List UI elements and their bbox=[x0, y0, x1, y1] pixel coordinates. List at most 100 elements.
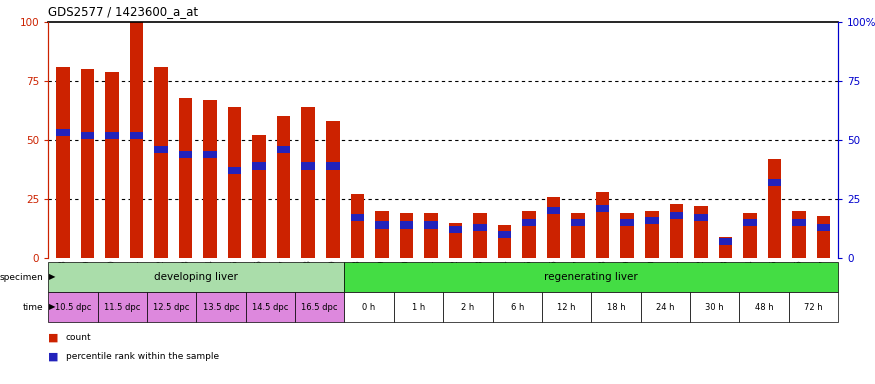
Bar bbox=[792, 219, 806, 226]
Bar bbox=[571, 213, 584, 258]
Text: ■: ■ bbox=[48, 333, 59, 343]
Bar bbox=[154, 146, 168, 153]
Bar bbox=[669, 204, 683, 258]
Bar bbox=[449, 226, 462, 233]
Text: percentile rank within the sample: percentile rank within the sample bbox=[66, 352, 219, 361]
Bar bbox=[718, 237, 732, 258]
Bar bbox=[203, 151, 217, 158]
Bar bbox=[400, 222, 413, 228]
Bar bbox=[196, 292, 246, 322]
Bar bbox=[345, 292, 394, 322]
Bar bbox=[739, 292, 789, 322]
Bar bbox=[473, 213, 487, 258]
Text: 2 h: 2 h bbox=[461, 303, 474, 311]
Bar bbox=[375, 222, 388, 228]
Bar bbox=[767, 179, 781, 186]
Bar bbox=[147, 292, 196, 322]
Bar bbox=[252, 135, 266, 258]
Bar bbox=[743, 213, 757, 258]
Bar bbox=[596, 205, 609, 212]
Bar bbox=[80, 132, 94, 139]
Text: 12.5 dpc: 12.5 dpc bbox=[153, 303, 190, 311]
Bar bbox=[48, 262, 345, 292]
Bar bbox=[522, 211, 536, 258]
Bar bbox=[571, 219, 584, 226]
Bar bbox=[295, 292, 345, 322]
Bar bbox=[718, 238, 732, 245]
Bar bbox=[592, 292, 640, 322]
Bar bbox=[493, 292, 542, 322]
Bar bbox=[178, 151, 192, 158]
Text: GDS2577 / 1423600_a_at: GDS2577 / 1423600_a_at bbox=[48, 5, 199, 18]
Bar bbox=[400, 213, 413, 258]
Bar bbox=[375, 211, 388, 258]
Bar bbox=[97, 292, 147, 322]
Bar bbox=[130, 132, 144, 139]
Bar bbox=[547, 207, 560, 214]
Text: developing liver: developing liver bbox=[154, 272, 238, 282]
Text: 16.5 dpc: 16.5 dpc bbox=[302, 303, 338, 311]
Bar bbox=[620, 219, 634, 226]
Text: 11.5 dpc: 11.5 dpc bbox=[104, 303, 140, 311]
Bar bbox=[56, 67, 70, 258]
Text: specimen: specimen bbox=[0, 273, 44, 281]
Bar bbox=[326, 121, 340, 258]
Bar bbox=[56, 129, 70, 136]
Bar bbox=[80, 69, 94, 258]
Bar bbox=[203, 100, 217, 258]
Bar bbox=[105, 132, 119, 139]
Bar bbox=[645, 211, 659, 258]
Bar bbox=[473, 224, 487, 231]
Text: ■: ■ bbox=[48, 352, 59, 362]
Bar bbox=[252, 162, 266, 169]
Bar bbox=[345, 262, 838, 292]
Bar bbox=[228, 107, 242, 258]
Bar bbox=[498, 231, 511, 238]
Bar bbox=[792, 211, 806, 258]
Bar bbox=[542, 292, 592, 322]
Bar bbox=[547, 197, 560, 258]
Bar bbox=[351, 194, 364, 258]
Bar bbox=[694, 206, 708, 258]
Text: ▶: ▶ bbox=[49, 303, 55, 311]
Text: 24 h: 24 h bbox=[656, 303, 675, 311]
Text: 48 h: 48 h bbox=[755, 303, 774, 311]
Bar bbox=[767, 159, 781, 258]
Bar bbox=[816, 215, 830, 258]
Bar bbox=[640, 292, 690, 322]
Bar bbox=[522, 219, 536, 226]
Bar bbox=[130, 22, 144, 258]
Bar bbox=[48, 292, 97, 322]
Bar bbox=[394, 292, 444, 322]
Text: 30 h: 30 h bbox=[705, 303, 724, 311]
Bar bbox=[277, 116, 290, 258]
Text: 1 h: 1 h bbox=[412, 303, 425, 311]
Bar bbox=[620, 213, 634, 258]
Bar bbox=[246, 292, 295, 322]
Bar bbox=[694, 214, 708, 222]
Bar bbox=[789, 292, 838, 322]
Bar bbox=[743, 219, 757, 226]
Text: 18 h: 18 h bbox=[606, 303, 626, 311]
Bar bbox=[690, 292, 739, 322]
Bar bbox=[645, 217, 659, 224]
Bar bbox=[178, 98, 192, 258]
Bar bbox=[424, 213, 438, 258]
Bar bbox=[228, 167, 242, 174]
Bar bbox=[816, 224, 830, 231]
Bar bbox=[424, 222, 438, 228]
Text: count: count bbox=[66, 333, 91, 342]
Bar bbox=[326, 162, 340, 169]
Text: 12 h: 12 h bbox=[557, 303, 576, 311]
Bar bbox=[154, 67, 168, 258]
Bar bbox=[277, 146, 290, 153]
Bar bbox=[444, 292, 493, 322]
Bar bbox=[669, 212, 683, 219]
Text: regenerating liver: regenerating liver bbox=[544, 272, 638, 282]
Bar bbox=[596, 192, 609, 258]
Bar bbox=[302, 107, 315, 258]
Bar bbox=[449, 223, 462, 258]
Text: 72 h: 72 h bbox=[804, 303, 822, 311]
Text: 0 h: 0 h bbox=[362, 303, 375, 311]
Bar bbox=[302, 162, 315, 169]
